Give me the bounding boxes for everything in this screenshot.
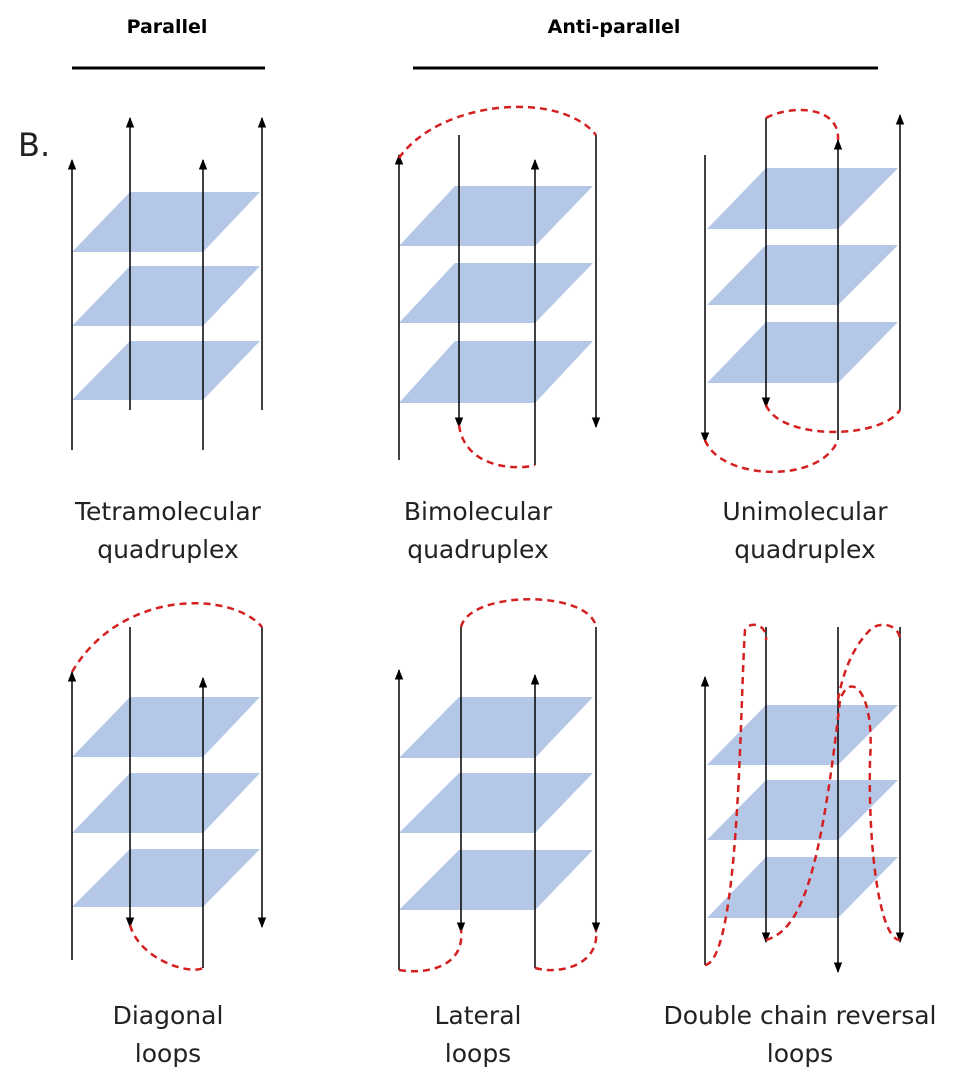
loop bbox=[765, 108, 840, 141]
caption: Bimolecular bbox=[404, 497, 553, 526]
loop bbox=[764, 404, 902, 434]
loop bbox=[128, 924, 204, 971]
loop bbox=[703, 439, 840, 474]
loop bbox=[704, 623, 768, 967]
g-quartet-plane bbox=[399, 850, 593, 910]
caption: Diagonal bbox=[113, 1001, 224, 1030]
loop bbox=[765, 685, 901, 942]
g-quartet-plane bbox=[707, 857, 898, 918]
loop bbox=[457, 424, 536, 469]
caption: Double chain reversal bbox=[663, 1001, 936, 1030]
g-quartet-plane bbox=[72, 192, 260, 252]
g-quartet-plane bbox=[707, 322, 898, 383]
header-label: Parallel bbox=[127, 16, 208, 38]
loop bbox=[70, 602, 263, 673]
g-quartet-plane bbox=[72, 341, 260, 400]
g-quartet-plane bbox=[399, 697, 593, 758]
loop bbox=[459, 598, 598, 628]
g-quartet-plane bbox=[72, 849, 260, 907]
caption: loops bbox=[445, 1039, 511, 1068]
g-quartet-plane bbox=[707, 168, 898, 229]
g-quartet-plane bbox=[707, 245, 898, 305]
caption: quadruplex bbox=[97, 535, 239, 564]
caption: Lateral bbox=[435, 1001, 522, 1030]
loop bbox=[397, 105, 597, 159]
g-quartet-plane bbox=[707, 780, 898, 840]
g-quartet-plane bbox=[72, 697, 260, 757]
header-label: Anti-parallel bbox=[548, 16, 681, 38]
caption: quadruplex bbox=[407, 535, 549, 564]
g-quartet-plane bbox=[72, 266, 260, 326]
loop bbox=[836, 623, 902, 701]
g-quartet-plane bbox=[399, 263, 593, 323]
caption: loops bbox=[767, 1039, 833, 1068]
g-quartet-plane bbox=[72, 773, 260, 833]
diagram-shapes bbox=[67, 105, 905, 974]
g-quartet-plane bbox=[399, 341, 593, 403]
g-quartet-plane bbox=[707, 705, 898, 765]
loop bbox=[534, 929, 598, 972]
caption: Unimolecular bbox=[722, 497, 888, 526]
g-quartet-plane bbox=[399, 773, 593, 833]
caption: Tetramolecular bbox=[74, 497, 262, 526]
caption: quadruplex bbox=[734, 535, 876, 564]
loop bbox=[398, 929, 463, 973]
panel-label: B. bbox=[18, 126, 50, 164]
g-quartet-plane bbox=[399, 186, 593, 246]
caption: loops bbox=[135, 1039, 201, 1068]
